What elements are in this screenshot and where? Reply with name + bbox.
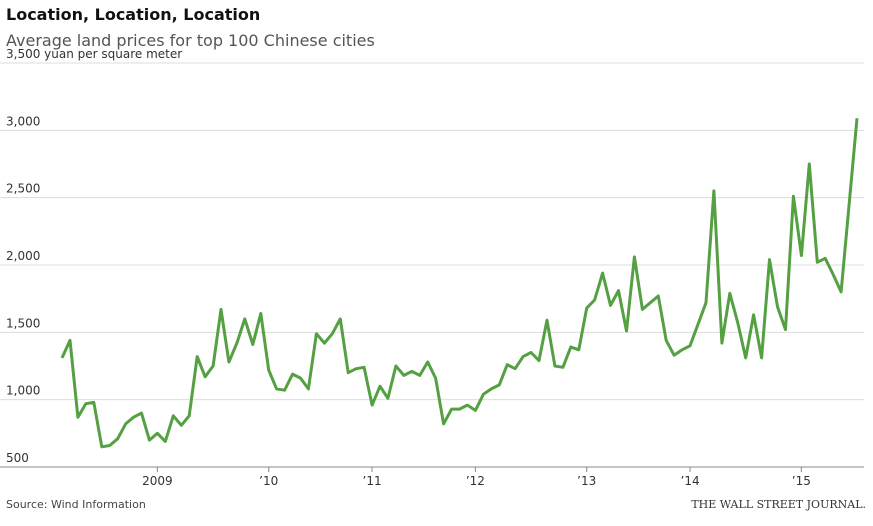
- y-tick-label: 3,500 yuan per square meter: [6, 47, 182, 61]
- x-tick-label: 2009: [142, 474, 173, 488]
- x-tick-label: ’12: [466, 474, 485, 488]
- y-tick-label: 1,000: [6, 384, 40, 398]
- x-tick-label: ’10: [259, 474, 278, 488]
- source: Source: Wind Information: [6, 498, 146, 511]
- x-tick-label: ’15: [792, 474, 811, 488]
- credit: THE WALL STREET JOURNAL.: [691, 498, 866, 511]
- chart-title: Location, Location, Location: [6, 5, 260, 24]
- y-tick-label: 2,500: [6, 182, 40, 196]
- y-tick-label: 1,500: [6, 316, 40, 330]
- y-tick-label: 500: [6, 451, 29, 465]
- y-tick-label: 3,000: [6, 114, 40, 128]
- chart-subtitle: Average land prices for top 100 Chinese …: [6, 31, 375, 50]
- x-tick-label: ’14: [681, 474, 700, 488]
- data-line: [60, 118, 859, 449]
- y-tick-label: 2,000: [6, 249, 40, 263]
- x-tick-label: ’11: [363, 474, 382, 488]
- x-tick-label: ’13: [577, 474, 596, 488]
